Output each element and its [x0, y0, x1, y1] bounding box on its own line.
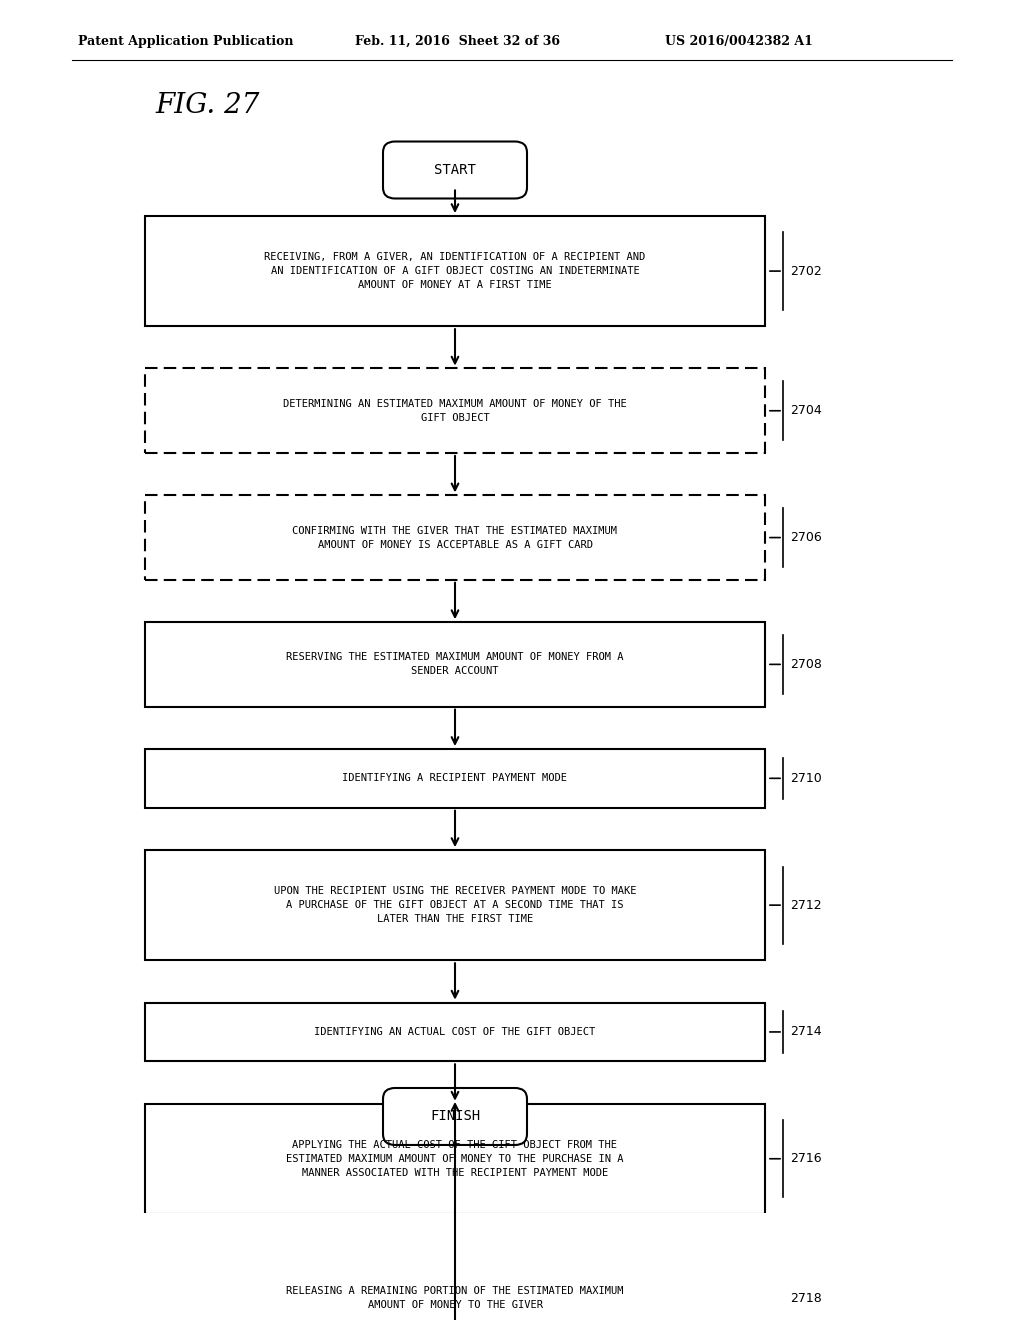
- FancyBboxPatch shape: [145, 216, 765, 326]
- Text: FIG. 27: FIG. 27: [155, 92, 259, 119]
- Text: 2704: 2704: [790, 404, 821, 417]
- Text: Feb. 11, 2016  Sheet 32 of 36: Feb. 11, 2016 Sheet 32 of 36: [355, 34, 560, 48]
- FancyBboxPatch shape: [145, 495, 765, 579]
- Text: 2710: 2710: [790, 772, 821, 785]
- Text: DETERMINING AN ESTIMATED MAXIMUM AMOUNT OF MONEY OF THE
GIFT OBJECT: DETERMINING AN ESTIMATED MAXIMUM AMOUNT …: [283, 399, 627, 422]
- Text: 2716: 2716: [790, 1152, 821, 1166]
- Text: APPLYING THE ACTUAL COST OF THE GIFT OBJECT FROM THE
ESTIMATED MAXIMUM AMOUNT OF: APPLYING THE ACTUAL COST OF THE GIFT OBJ…: [287, 1139, 624, 1177]
- Text: IDENTIFYING AN ACTUAL COST OF THE GIFT OBJECT: IDENTIFYING AN ACTUAL COST OF THE GIFT O…: [314, 1027, 596, 1038]
- Text: 2708: 2708: [790, 657, 822, 671]
- Text: 2714: 2714: [790, 1026, 821, 1039]
- Text: IDENTIFYING A RECIPIENT PAYMENT MODE: IDENTIFYING A RECIPIENT PAYMENT MODE: [342, 774, 567, 783]
- FancyBboxPatch shape: [145, 622, 765, 706]
- Text: RECEIVING, FROM A GIVER, AN IDENTIFICATION OF A RECIPIENT AND
AN IDENTIFICATION : RECEIVING, FROM A GIVER, AN IDENTIFICATI…: [264, 252, 645, 290]
- FancyBboxPatch shape: [145, 748, 765, 808]
- Text: 2702: 2702: [790, 264, 821, 277]
- FancyBboxPatch shape: [383, 141, 527, 198]
- FancyBboxPatch shape: [145, 1257, 765, 1320]
- Text: 2706: 2706: [790, 531, 821, 544]
- Text: FINISH: FINISH: [430, 1110, 480, 1123]
- FancyBboxPatch shape: [145, 1104, 765, 1214]
- FancyBboxPatch shape: [145, 850, 765, 960]
- FancyBboxPatch shape: [145, 368, 765, 453]
- Text: RELEASING A REMAINING PORTION OF THE ESTIMATED MAXIMUM
AMOUNT OF MONEY TO THE GI: RELEASING A REMAINING PORTION OF THE EST…: [287, 1287, 624, 1311]
- Text: CONFIRMING WITH THE GIVER THAT THE ESTIMATED MAXIMUM
AMOUNT OF MONEY IS ACCEPTAB: CONFIRMING WITH THE GIVER THAT THE ESTIM…: [293, 525, 617, 549]
- Text: Patent Application Publication: Patent Application Publication: [78, 34, 294, 48]
- Text: RESERVING THE ESTIMATED MAXIMUM AMOUNT OF MONEY FROM A
SENDER ACCOUNT: RESERVING THE ESTIMATED MAXIMUM AMOUNT O…: [287, 652, 624, 676]
- Text: 2712: 2712: [790, 899, 821, 912]
- FancyBboxPatch shape: [383, 1088, 527, 1144]
- Text: 2718: 2718: [790, 1292, 821, 1305]
- Text: START: START: [434, 162, 476, 177]
- Text: UPON THE RECIPIENT USING THE RECEIVER PAYMENT MODE TO MAKE
A PURCHASE OF THE GIF: UPON THE RECIPIENT USING THE RECEIVER PA…: [273, 886, 636, 924]
- Text: US 2016/0042382 A1: US 2016/0042382 A1: [665, 34, 813, 48]
- FancyBboxPatch shape: [145, 1002, 765, 1061]
